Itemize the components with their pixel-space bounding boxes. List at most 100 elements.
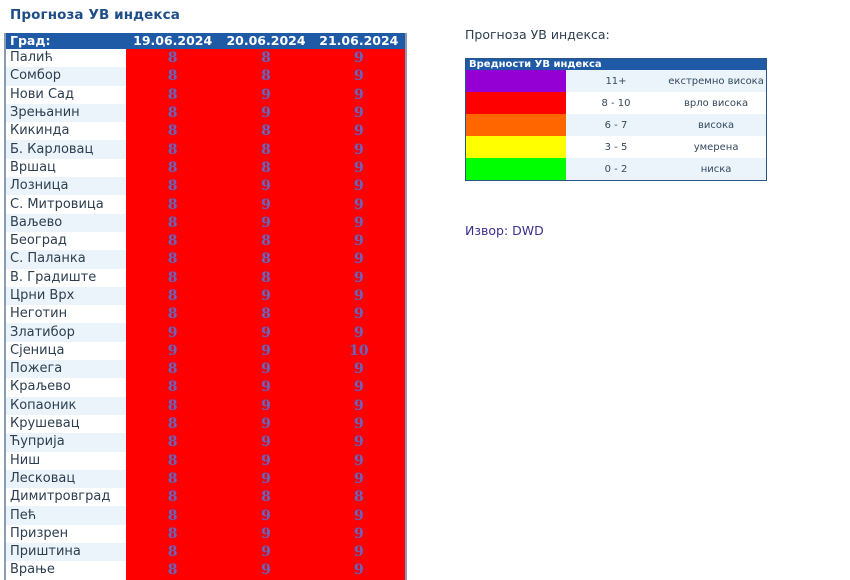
uv-value-cell: 9 xyxy=(312,433,406,452)
city-name: Нови Сад xyxy=(5,85,126,104)
column-header-city: Град: xyxy=(5,33,126,49)
uv-value-cell: 9 xyxy=(312,378,406,397)
uv-value-cell: 8 xyxy=(219,488,313,507)
legend-row: 8 - 10 врло висока xyxy=(465,92,767,114)
city-name: Сомбор xyxy=(5,67,126,86)
uv-value-cell: 8 xyxy=(126,85,220,104)
table-row: Призрен 8 9 9 xyxy=(5,524,406,544)
table-row: Крушевац 8 9 9 xyxy=(5,414,406,434)
uv-value-cell: 9 xyxy=(312,286,406,306)
legend-range: 6 - 7 xyxy=(565,114,667,136)
legend-label: ниска xyxy=(666,158,767,181)
uv-value-cell: 8 xyxy=(126,103,220,123)
uv-value-cell: 8 xyxy=(219,140,313,159)
uv-value-cell: 8 xyxy=(126,268,220,287)
city-name: Копаоник xyxy=(5,396,126,415)
uv-value-cell: 9 xyxy=(219,524,313,544)
uv-value-cell: 9 xyxy=(219,286,313,306)
table-body: Палић 8 8 9 Сомбор 8 8 9 Нови Сад 8 9 9 Зрењанин 8 9 9 К… xyxy=(5,49,406,580)
table-row: Врање 8 9 9 xyxy=(5,561,406,580)
table-row: Београд 8 8 9 xyxy=(5,231,406,251)
city-name: Вршац xyxy=(5,158,126,178)
uv-value-cell: 8 xyxy=(126,433,220,452)
city-name: Призрен xyxy=(5,524,126,544)
city-name: Лозница xyxy=(5,177,126,196)
uv-value-cell: 9 xyxy=(126,323,220,342)
uv-value-cell: 8 xyxy=(219,268,313,287)
uv-value-cell: 9 xyxy=(312,231,406,251)
uv-value-cell: 8 xyxy=(126,177,220,196)
color-swatch xyxy=(465,92,566,114)
city-name: Кикинда xyxy=(5,122,126,141)
table-row: Лозница 8 9 9 xyxy=(5,177,406,196)
table-row: Ваљево 8 9 9 xyxy=(5,213,406,232)
uv-value-cell: 9 xyxy=(312,177,406,196)
uv-value-cell: 9 xyxy=(312,469,406,489)
uv-value-cell: 8 xyxy=(126,67,220,86)
legend-body: 11+ екстремно висока 8 - 10 врло висока 6 - … xyxy=(465,70,767,181)
table-row: Неготин 8 8 9 xyxy=(5,305,406,324)
table-row: Пожега 8 9 9 xyxy=(5,360,406,379)
uv-value-cell: 8 xyxy=(219,49,313,68)
page-title: Прогноза УВ индекса xyxy=(10,7,180,23)
uv-value-cell: 8 xyxy=(126,305,220,324)
table-row: Лесковац 8 9 9 xyxy=(5,469,406,489)
city-name: С. Паланка xyxy=(5,250,126,269)
city-name: Б. Карловац xyxy=(5,140,126,159)
uv-value-cell: 9 xyxy=(219,103,313,123)
table-row: Вршац 8 8 9 xyxy=(5,158,406,178)
uv-value-cell: 8 xyxy=(126,543,220,562)
city-name: Пећ xyxy=(5,506,126,525)
uv-value-cell: 8 xyxy=(219,122,313,141)
uv-value-cell: 9 xyxy=(312,67,406,86)
uv-value-cell: 9 xyxy=(312,543,406,562)
table-row: Зрењанин 8 9 9 xyxy=(5,103,406,123)
uv-value-cell: 9 xyxy=(312,506,406,525)
uv-value-cell: 9 xyxy=(219,469,313,489)
uv-value-cell: 9 xyxy=(219,414,313,434)
legend-row: 0 - 2 ниска xyxy=(465,158,767,181)
uv-value-cell: 9 xyxy=(219,378,313,397)
legend-label: врло висока xyxy=(666,92,767,114)
uv-value-cell: 9 xyxy=(312,396,406,415)
city-name: Приштина xyxy=(5,543,126,562)
uv-value-cell: 9 xyxy=(312,414,406,434)
uv-value-cell: 9 xyxy=(312,140,406,159)
city-name: Краљево xyxy=(5,378,126,397)
uv-value-cell: 9 xyxy=(312,250,406,269)
uv-value-cell: 8 xyxy=(219,158,313,178)
uv-value-cell: 8 xyxy=(126,286,220,306)
color-swatch xyxy=(465,158,566,181)
table-row: Ниш 8 9 9 xyxy=(5,451,406,470)
uv-value-cell: 9 xyxy=(312,524,406,544)
uv-value-cell: 8 xyxy=(219,305,313,324)
table-row: Краљево 8 9 9 xyxy=(5,378,406,397)
uv-value-cell: 8 xyxy=(126,378,220,397)
uv-value-cell: 9 xyxy=(312,49,406,68)
table-row: Палић 8 8 9 xyxy=(5,49,406,68)
table-row: Б. Карловац 8 8 9 xyxy=(5,140,406,159)
uv-value-cell: 8 xyxy=(126,122,220,141)
uv-value-cell: 8 xyxy=(126,561,220,580)
uv-value-cell: 9 xyxy=(312,158,406,178)
uv-value-cell: 8 xyxy=(126,396,220,415)
legend-label: умерена xyxy=(666,136,767,158)
uv-value-cell: 8 xyxy=(219,67,313,86)
uv-value-cell: 9 xyxy=(312,268,406,287)
table-row: Приштина 8 9 9 xyxy=(5,543,406,562)
legend-range: 8 - 10 xyxy=(565,92,667,114)
city-name: Београд xyxy=(5,231,126,251)
legend-row: 11+ екстремно висока xyxy=(465,70,767,92)
uv-value-cell: 8 xyxy=(126,360,220,379)
table-row: Сомбор 8 8 9 xyxy=(5,67,406,86)
uv-value-cell: 8 xyxy=(219,231,313,251)
uv-value-cell: 8 xyxy=(126,524,220,544)
city-name: В. Градиште xyxy=(5,268,126,287)
uv-value-cell: 8 xyxy=(126,469,220,489)
legend-row: 6 - 7 висока xyxy=(465,114,767,136)
uv-value-cell: 9 xyxy=(219,360,313,379)
uv-value-cell: 9 xyxy=(312,85,406,104)
color-swatch xyxy=(465,114,566,136)
uv-value-cell: 8 xyxy=(126,250,220,269)
city-name: Врање xyxy=(5,561,126,580)
